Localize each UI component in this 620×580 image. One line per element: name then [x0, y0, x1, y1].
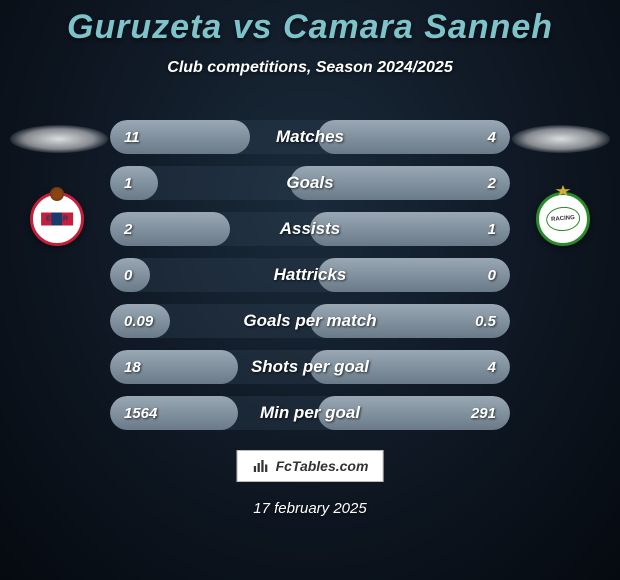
stat-value-right: 291 [471, 405, 496, 422]
season-subtitle: Club competitions, Season 2024/2025 [0, 59, 620, 77]
stat-value-left: 1 [124, 175, 132, 192]
club-crest-left [30, 192, 84, 246]
stat-value-left: 0 [124, 267, 132, 284]
stat-row: Hattricks0 0 [110, 258, 510, 292]
stat-row: Goals per match0.09 0.5 [110, 304, 510, 338]
stat-value-right: 0 [488, 267, 496, 284]
bars-icon [252, 457, 270, 475]
stat-value-right: 0.5 [475, 313, 496, 330]
stat-row: Shots per goal18 4 [110, 350, 510, 384]
stat-value-left: 0.09 [124, 313, 153, 330]
stat-value-right: 2 [488, 175, 496, 192]
stat-row: Min per goal1564 291 [110, 396, 510, 430]
stat-rows-container: Matches114Goals12Assists21Hattricks00Goa… [110, 120, 510, 442]
source-badge-text: FcTables.com [276, 458, 369, 474]
stat-value-right: 4 [488, 359, 496, 376]
stat-row-label: Goals [110, 173, 510, 193]
shadow-ellipse-right [512, 125, 610, 153]
stat-value-right: 4 [488, 129, 496, 146]
stat-row-label: Min per goal [110, 403, 510, 423]
footer-date: 17 february 2025 [0, 500, 620, 517]
source-badge: FcTables.com [237, 450, 384, 482]
stat-row: Assists2 1 [110, 212, 510, 246]
stat-row-label: Matches [110, 127, 510, 147]
stat-row: Goals1 2 [110, 166, 510, 200]
stat-row-label: Shots per goal [110, 357, 510, 377]
stat-value-left: 11 [124, 129, 140, 146]
stat-value-left: 1564 [124, 405, 157, 422]
club-crest-right [536, 192, 590, 246]
comparison-title: Guruzeta vs Camara Sanneh [0, 0, 620, 47]
stat-row-label: Goals per match [110, 311, 510, 331]
shadow-ellipse-left [10, 125, 108, 153]
stat-value-left: 2 [124, 221, 132, 238]
stat-row-label: Hattricks [110, 265, 510, 285]
stat-value-left: 18 [124, 359, 141, 376]
stat-value-right: 1 [488, 221, 496, 238]
stat-row-label: Assists [110, 219, 510, 239]
stat-row: Matches11 4 [110, 120, 510, 154]
